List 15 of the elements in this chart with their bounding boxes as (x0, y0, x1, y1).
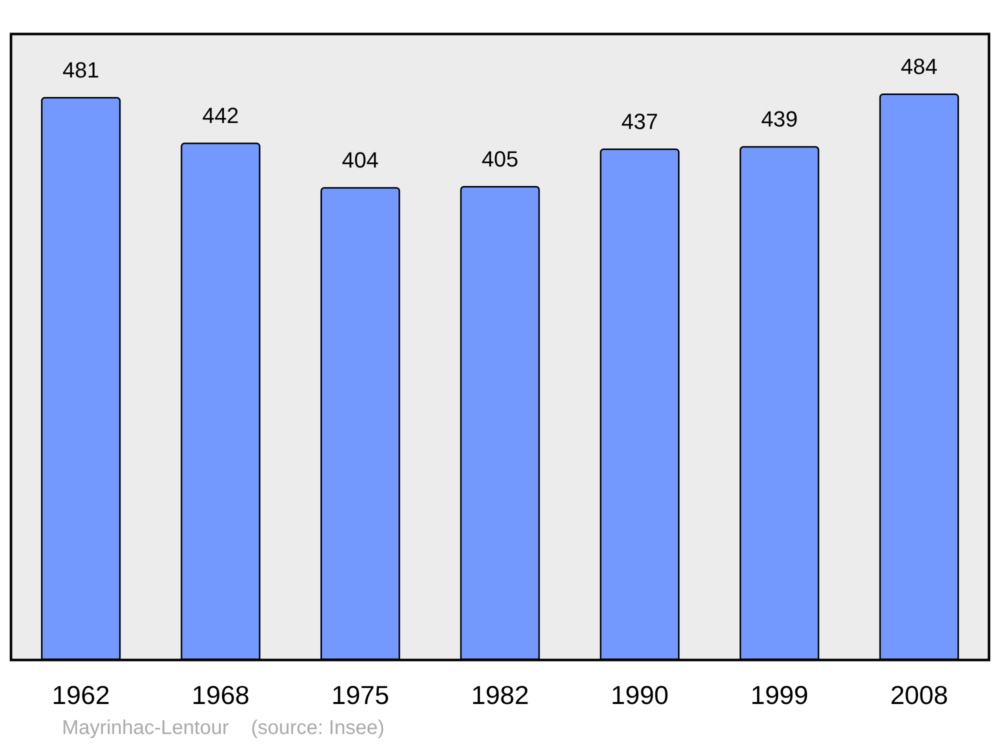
data-label: 484 (900, 54, 938, 79)
x-tick-label: 1999 (750, 680, 808, 710)
x-tick-label: 2008 (890, 680, 948, 710)
data-label: 405 (482, 146, 518, 172)
x-tick-label: 1975 (331, 680, 390, 710)
data-label: 442 (202, 103, 239, 128)
text: Mayrinhac-Lentour (source: Insee) (62, 717, 384, 739)
data-label: 481 (62, 57, 100, 82)
x-tick-label: 1968 (192, 680, 250, 710)
x-tick-label: 1990 (610, 680, 669, 710)
data-label: 437 (621, 108, 658, 134)
data-label: 404 (342, 148, 379, 173)
x-tick-label: 1982 (471, 680, 529, 710)
x-tick-label: 1962 (52, 680, 110, 710)
data-label: 439 (761, 106, 798, 132)
